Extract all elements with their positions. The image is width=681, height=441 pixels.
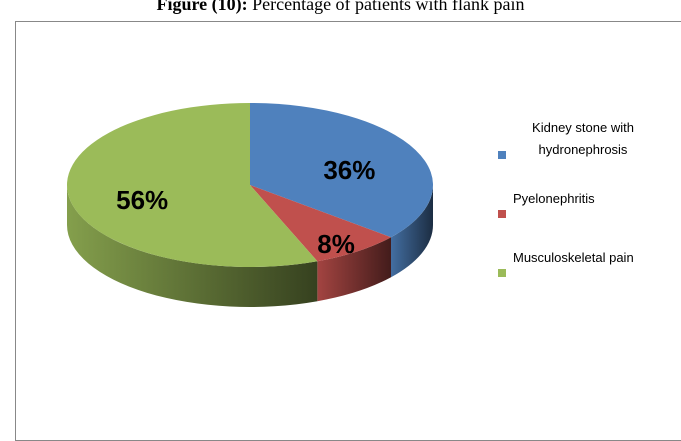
- data-label: 36%: [323, 155, 375, 185]
- chart: 36% 8% 56%: [66, 103, 433, 307]
- legend-entry: Musculoskeletal pain: [495, 243, 681, 302]
- legend-label: Pyelonephritis: [513, 191, 595, 206]
- slice-side: [391, 185, 433, 278]
- legend-entry: Pyelonephritis: [495, 184, 681, 243]
- legend: Kidney stone with hydronephrosis Pyelonep…: [495, 120, 681, 302]
- slice-side: [67, 185, 318, 307]
- slice: [250, 185, 392, 262]
- data-label: 8%: [317, 229, 355, 259]
- legend-label: Musculoskeletal pain: [513, 250, 634, 265]
- slice: [250, 103, 433, 238]
- legend-swatch: [498, 151, 506, 159]
- slice-side: [317, 237, 392, 302]
- chart-title: Figure (10): Percentage of patients with…: [0, 0, 681, 15]
- data-label: 56%: [116, 185, 168, 215]
- title-text: Percentage of patients with flank pain: [252, 0, 525, 14]
- legend-swatch: [498, 269, 506, 277]
- figure-label: Figure (10):: [156, 0, 248, 14]
- legend-label: Kidney stone with hydronephrosis: [532, 120, 634, 157]
- legend-entry: Kidney stone with hydronephrosis: [495, 120, 681, 184]
- slice: [66, 103, 318, 267]
- legend-swatch: [498, 210, 506, 218]
